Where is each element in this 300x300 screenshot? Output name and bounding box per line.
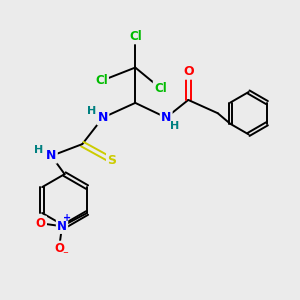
Text: Cl: Cl (154, 82, 167, 95)
Text: N: N (46, 149, 56, 162)
Text: O: O (36, 217, 46, 230)
Text: N: N (98, 111, 108, 124)
Text: O: O (183, 65, 194, 79)
Text: +: + (63, 213, 71, 223)
Text: O: O (54, 242, 64, 255)
Text: H: H (170, 121, 180, 131)
Text: H: H (34, 145, 43, 155)
Text: N: N (57, 220, 67, 233)
Text: Cl: Cl (129, 30, 142, 43)
Text: ⁻: ⁻ (63, 250, 68, 260)
Text: H: H (87, 106, 96, 116)
Text: N: N (161, 111, 171, 124)
Text: S: S (107, 154, 116, 167)
Text: Cl: Cl (95, 74, 108, 87)
